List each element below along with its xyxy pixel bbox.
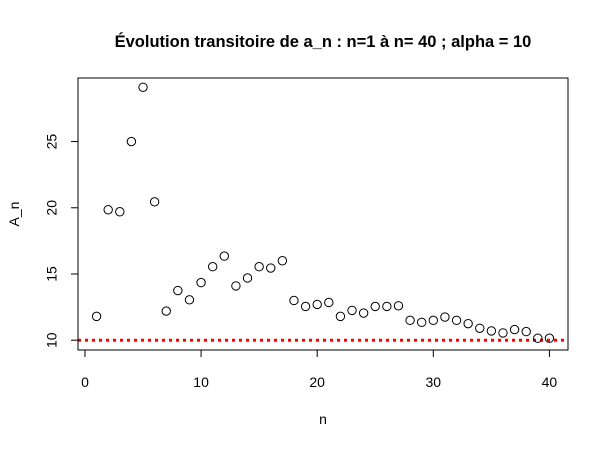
- data-point: [335, 311, 346, 322]
- data-point: [486, 326, 497, 336]
- data-point: [405, 315, 415, 326]
- data-point: [126, 136, 137, 147]
- data-point: [475, 323, 485, 333]
- data-point: [242, 273, 253, 283]
- data-point: [196, 277, 206, 288]
- y-tick-label: 20: [44, 200, 60, 216]
- x-tick-label: 0: [81, 374, 89, 390]
- y-axis-label: A_n: [6, 202, 22, 227]
- data-point: [219, 251, 230, 261]
- chart-title: Évolution transitoire de a_n : n=1 à n= …: [115, 32, 532, 51]
- x-axis-label: n: [319, 411, 327, 427]
- data-point: [266, 263, 276, 273]
- data-point: [207, 262, 218, 272]
- data-point: [533, 333, 543, 343]
- data-point: [451, 315, 462, 326]
- y-tick-label: 25: [44, 134, 60, 150]
- data-point: [161, 306, 171, 316]
- data-point: [138, 82, 148, 92]
- x-tick-label: 30: [426, 374, 442, 390]
- data-point: [370, 301, 380, 312]
- data-point: [521, 326, 531, 337]
- data-point: [103, 205, 113, 215]
- x-tick-label: 20: [309, 374, 325, 390]
- data-point: [149, 197, 160, 207]
- data-point: [347, 305, 357, 316]
- data-point: [428, 315, 439, 326]
- data-point: [509, 324, 520, 335]
- data-point: [91, 311, 102, 322]
- data-point: [289, 295, 299, 306]
- data-point: [277, 256, 288, 266]
- data-point: [312, 299, 322, 310]
- y-tick-label: 15: [44, 266, 60, 282]
- data-point: [463, 318, 473, 329]
- data-point: [416, 317, 427, 328]
- y-axis: 10 15 20 25: [44, 134, 79, 348]
- data-point: [184, 295, 195, 305]
- data-point: [440, 312, 450, 322]
- data-point: [115, 207, 125, 217]
- data-point: [498, 328, 508, 338]
- data-point: [254, 262, 264, 272]
- y-tick-label: 10: [44, 332, 60, 348]
- data-point: [358, 308, 369, 318]
- x-axis: 0 10 20 30 40: [81, 349, 558, 390]
- data-point: [231, 281, 241, 291]
- data-point: [324, 297, 334, 308]
- x-tick-label: 40: [542, 374, 558, 390]
- data-point: [393, 301, 404, 311]
- x-tick-label: 10: [193, 374, 209, 390]
- data-point: [544, 333, 555, 343]
- data-point: [173, 285, 183, 296]
- data-points: [91, 82, 555, 343]
- data-point: [382, 301, 392, 312]
- data-point: [300, 301, 311, 312]
